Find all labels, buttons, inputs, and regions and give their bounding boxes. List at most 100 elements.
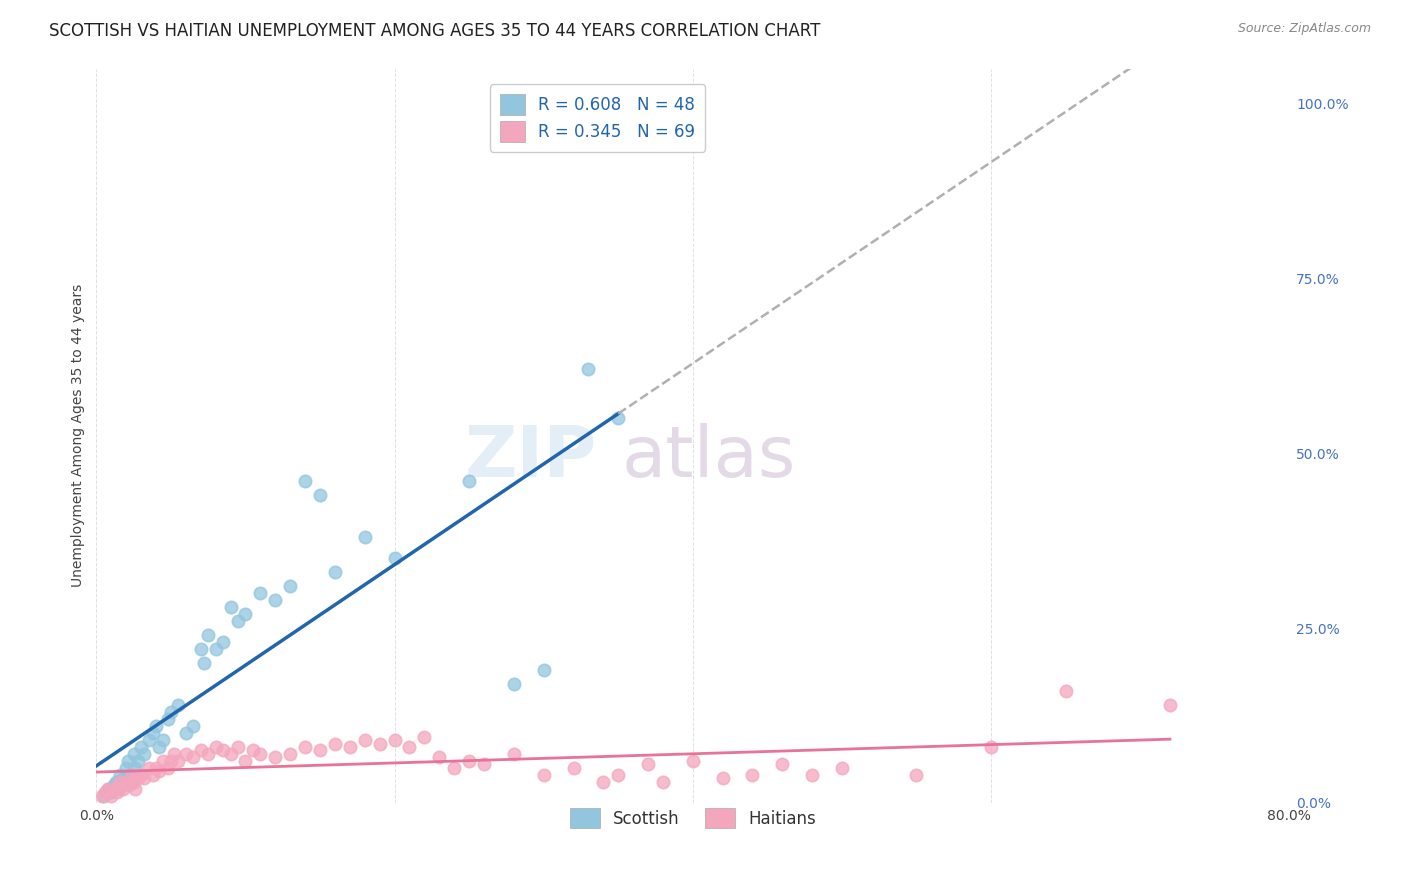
Point xyxy=(801,768,824,782)
Text: SCOTTISH VS HAITIAN UNEMPLOYMENT AMONG AGES 35 TO 44 YEARS CORRELATION CHART: SCOTTISH VS HAITIAN UNEMPLOYMENT AMONG A… xyxy=(49,22,821,40)
Point xyxy=(443,761,465,775)
Point xyxy=(592,775,614,789)
Point xyxy=(103,779,125,793)
Point xyxy=(533,663,555,677)
Point xyxy=(413,730,436,744)
Point xyxy=(190,743,212,757)
Point xyxy=(323,737,346,751)
Point xyxy=(120,775,142,789)
Point xyxy=(309,488,332,502)
Y-axis label: Unemployment Among Ages 35 to 44 years: Unemployment Among Ages 35 to 44 years xyxy=(72,285,86,587)
Point xyxy=(142,726,165,740)
Point xyxy=(242,743,264,757)
Point xyxy=(145,761,167,775)
Point xyxy=(197,628,219,642)
Point xyxy=(264,593,287,607)
Point xyxy=(562,761,585,775)
Point xyxy=(384,551,406,566)
Point xyxy=(132,772,155,786)
Point xyxy=(226,614,249,628)
Point xyxy=(1159,698,1181,712)
Point xyxy=(91,789,114,803)
Point xyxy=(339,739,361,754)
Point xyxy=(741,768,763,782)
Point xyxy=(235,607,257,621)
Point xyxy=(384,733,406,747)
Point xyxy=(107,781,129,796)
Point xyxy=(323,565,346,579)
Point xyxy=(1054,684,1077,698)
Point xyxy=(108,775,131,789)
Point xyxy=(174,747,197,761)
Point xyxy=(212,743,235,757)
Point xyxy=(167,698,190,712)
Point xyxy=(249,747,271,761)
Point xyxy=(607,768,630,782)
Legend: Scottish, Haitians: Scottish, Haitians xyxy=(564,801,823,835)
Point xyxy=(163,747,186,761)
Point xyxy=(107,779,129,793)
Point xyxy=(122,775,145,789)
Point xyxy=(124,781,146,796)
Point xyxy=(278,747,301,761)
Point xyxy=(204,642,226,657)
Point xyxy=(115,761,138,775)
Point xyxy=(118,768,141,782)
Text: Source: ZipAtlas.com: Source: ZipAtlas.com xyxy=(1237,22,1371,36)
Point xyxy=(148,739,170,754)
Point xyxy=(103,781,125,796)
Point xyxy=(112,781,135,796)
Text: atlas: atlas xyxy=(621,424,796,492)
Point xyxy=(152,754,174,768)
Point xyxy=(138,733,160,747)
Point xyxy=(368,737,391,751)
Point xyxy=(197,747,219,761)
Point xyxy=(145,719,167,733)
Point xyxy=(138,761,160,775)
Point xyxy=(160,754,183,768)
Point xyxy=(104,775,127,789)
Point xyxy=(637,757,659,772)
Point xyxy=(905,768,928,782)
Point xyxy=(353,530,375,544)
Point xyxy=(458,474,481,488)
Point xyxy=(181,750,204,764)
Point xyxy=(190,642,212,657)
Text: ZIP: ZIP xyxy=(465,424,598,492)
Point xyxy=(112,772,135,786)
Point xyxy=(97,781,120,796)
Point xyxy=(93,789,115,803)
Point xyxy=(980,739,1002,754)
Point xyxy=(219,747,242,761)
Point xyxy=(156,761,179,775)
Point xyxy=(235,754,257,768)
Point xyxy=(129,739,152,754)
Point xyxy=(770,757,793,772)
Point xyxy=(249,586,271,600)
Point xyxy=(652,775,675,789)
Point xyxy=(127,772,149,786)
Point xyxy=(100,785,122,799)
Point xyxy=(278,579,301,593)
Point xyxy=(682,754,704,768)
Point xyxy=(294,739,316,754)
Point xyxy=(264,750,287,764)
Point xyxy=(309,743,332,757)
Point xyxy=(160,705,183,719)
Point xyxy=(398,739,420,754)
Point xyxy=(226,739,249,754)
Point xyxy=(472,757,495,772)
Point xyxy=(294,474,316,488)
Point xyxy=(94,785,117,799)
Point xyxy=(711,772,734,786)
Point xyxy=(167,754,190,768)
Point xyxy=(353,733,375,747)
Point xyxy=(193,656,215,670)
Point xyxy=(118,779,141,793)
Point xyxy=(121,768,143,782)
Point xyxy=(502,747,524,761)
Point xyxy=(122,747,145,761)
Point xyxy=(105,785,128,799)
Point xyxy=(97,781,120,796)
Point xyxy=(212,635,235,649)
